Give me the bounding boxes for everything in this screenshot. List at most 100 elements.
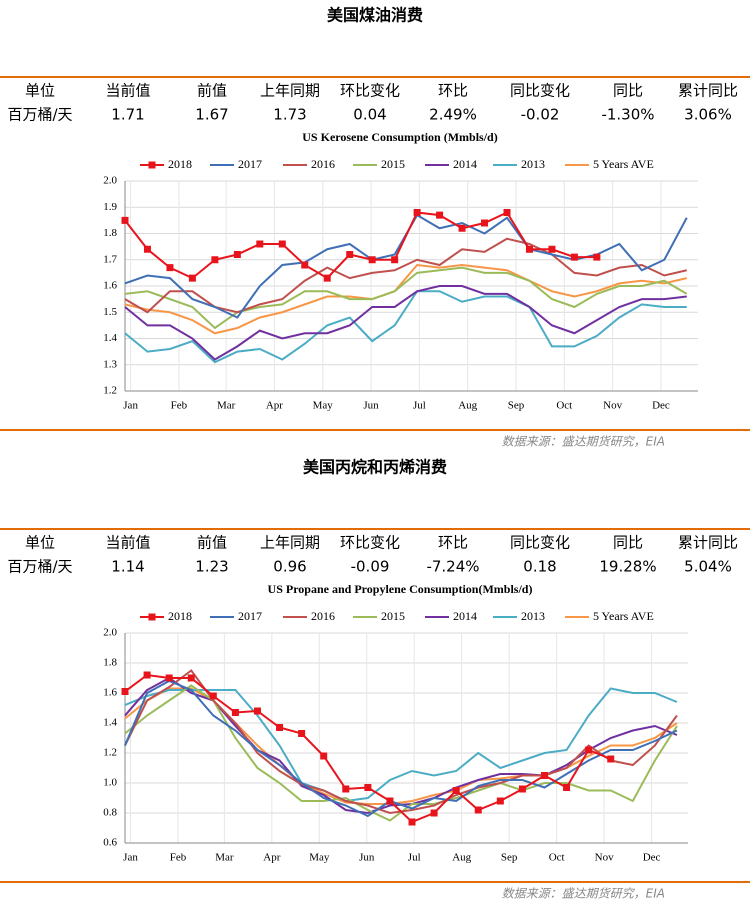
point-marker [452, 787, 460, 794]
series-line [124, 211, 597, 280]
y-tick-label: 1.3 [103, 358, 117, 370]
y-tick-label: 2.0 [103, 627, 117, 639]
point-marker [474, 806, 482, 814]
table-header: 当前值 [105, 534, 150, 552]
x-tick-label: Jan [123, 852, 138, 864]
point-marker [518, 785, 526, 793]
x-tick-label: Oct [549, 852, 565, 864]
table-header: 单位 [25, 534, 55, 552]
table-cell: 2.49% [429, 106, 477, 124]
legend-label: 2015 [381, 609, 405, 623]
x-tick-label: Jun [363, 400, 379, 412]
table-cell: 百万桶/天 [7, 106, 72, 124]
point-marker [298, 730, 306, 737]
point-marker [320, 752, 328, 760]
point-marker [346, 251, 354, 258]
x-tick-label: Jan [123, 400, 138, 412]
table-header: 累计同比 [678, 534, 738, 552]
table-cell: 0.96 [273, 558, 306, 576]
point-marker [540, 772, 548, 779]
legend-label: 2013 [521, 157, 545, 171]
legend-label: 2013 [521, 609, 545, 623]
x-tick-label: Jun [359, 852, 375, 864]
table-header: 上年同期 [260, 534, 320, 552]
legend-label: 2016 [311, 157, 335, 171]
point-marker [503, 209, 511, 216]
point-marker [323, 274, 331, 282]
table-cell: 1.14 [111, 558, 144, 576]
legend-marker [148, 613, 156, 621]
point-marker [253, 707, 261, 715]
x-tick-label: Apr [266, 400, 283, 412]
table-cell: -1.30% [601, 106, 654, 124]
x-tick-label: Feb [170, 852, 187, 864]
point-marker [413, 209, 421, 216]
section-title: 美国煤油消费 [327, 6, 423, 25]
section-title: 美国丙烷和丙烯消费 [303, 458, 447, 477]
point-marker [436, 211, 444, 219]
x-tick-label: Aug [452, 852, 471, 864]
legend-label: 2014 [453, 157, 477, 171]
x-tick-label: Mar [217, 400, 236, 412]
table-cell: 1.23 [195, 558, 228, 576]
y-tick-label: 1.6 [103, 280, 117, 292]
table-header: 环比 [438, 82, 468, 100]
table-cell: 1.67 [195, 106, 228, 124]
x-tick-label: Dec [643, 852, 661, 864]
table-cell: 0.18 [523, 558, 556, 576]
legend-label: 2018 [168, 157, 192, 171]
point-marker [386, 797, 394, 805]
table-header: 上年同期 [260, 82, 320, 100]
point-marker [607, 755, 615, 763]
legend-label: 2016 [311, 609, 335, 623]
table-cell: 百万桶/天 [7, 558, 72, 576]
point-marker [143, 245, 151, 253]
y-tick-label: 1.5 [103, 306, 117, 318]
legend-label: 2014 [453, 609, 477, 623]
table-header: 当前值 [105, 82, 150, 100]
table-cell: -0.02 [521, 106, 560, 124]
legend-marker [148, 161, 156, 169]
table-header: 同比 [613, 82, 643, 100]
x-tick-label: Aug [458, 400, 477, 412]
table-cell: -0.09 [351, 558, 390, 576]
y-tick-label: 1.8 [103, 657, 117, 669]
table-header: 单位 [25, 82, 55, 100]
y-tick-label: 1.4 [103, 717, 117, 729]
y-tick-label: 1.7 [103, 253, 117, 265]
point-marker [165, 674, 173, 682]
point-marker [593, 253, 601, 261]
x-tick-label: Feb [171, 400, 188, 412]
y-tick-label: 2.0 [103, 175, 117, 187]
legend-label: 2017 [238, 157, 262, 171]
legend-label: 5 Years AVE [593, 609, 654, 623]
y-tick-label: 0.8 [103, 807, 117, 819]
table-cell: 3.06% [684, 106, 732, 124]
x-tick-label: Dec [652, 400, 670, 412]
point-marker [187, 674, 195, 682]
legend-label: 2018 [168, 609, 192, 623]
series-line [124, 266, 688, 330]
point-marker [548, 245, 556, 253]
y-tick-label: 1.8 [103, 227, 117, 239]
point-marker [342, 785, 350, 793]
x-tick-label: Nov [603, 400, 622, 412]
point-marker [368, 256, 376, 264]
table-cell: 1.71 [111, 106, 144, 124]
x-tick-label: Oct [556, 400, 572, 412]
chart-title: US Kerosene Consumption (Mmbls/d) [302, 130, 497, 144]
y-tick-label: 1.4 [103, 332, 117, 344]
point-marker [391, 256, 399, 264]
series-line [124, 676, 678, 815]
point-marker [231, 709, 239, 716]
point-marker [563, 784, 571, 791]
y-tick-label: 1.2 [103, 385, 117, 397]
point-marker [525, 245, 533, 253]
point-marker [276, 724, 284, 731]
point-marker [301, 261, 309, 269]
x-tick-label: Apr [263, 852, 280, 864]
table-cell: 19.28% [599, 558, 656, 576]
y-tick-label: 0.6 [103, 837, 117, 849]
point-marker [278, 240, 286, 248]
